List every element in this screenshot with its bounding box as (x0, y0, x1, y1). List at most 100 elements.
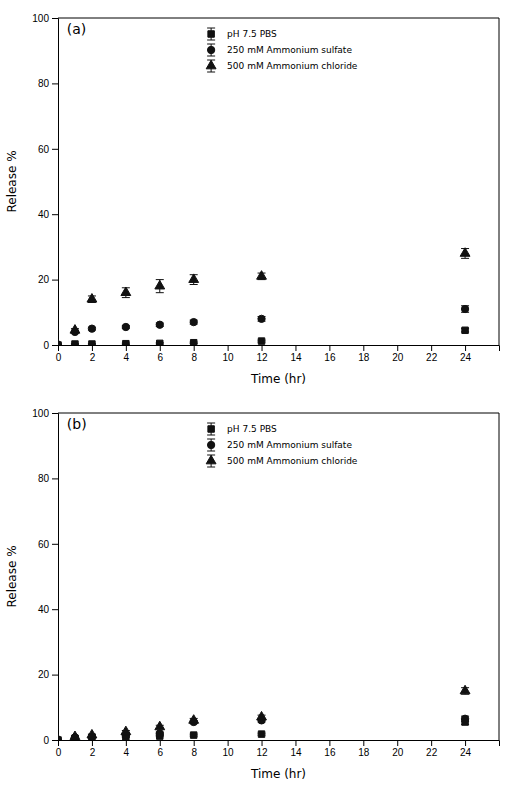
series (58, 305, 469, 345)
legend-label: pH 7.5 PBS (227, 424, 277, 434)
tick: 40 (38, 604, 58, 615)
y-axis: 020406080100 (32, 13, 58, 351)
point (70, 325, 80, 334)
tick: 18 (358, 345, 370, 363)
tick-label: 60 (38, 144, 50, 155)
frame (58, 18, 499, 19)
tick-mark (52, 675, 58, 676)
legend-swatch (208, 426, 214, 432)
figure: 024681012141618202224020406080100Time (h… (0, 0, 517, 790)
tick-mark (52, 609, 58, 610)
tick-mark (295, 345, 296, 351)
tick-label: 2 (90, 352, 96, 363)
y-axis-title: Release % (5, 545, 19, 607)
x-axis-title: Time (hr) (250, 767, 306, 781)
point (190, 732, 196, 738)
tick: 0 (43, 340, 58, 351)
tick-label: 0 (56, 747, 62, 758)
tick: 24 (460, 740, 472, 758)
tick: 10 (223, 345, 235, 363)
error-bar (190, 275, 198, 285)
legend-entry: pH 7.5 PBS (207, 28, 277, 40)
tick-label: 80 (38, 78, 50, 89)
tick-mark (52, 345, 58, 346)
tick-mark (397, 345, 398, 351)
tick-mark (363, 740, 364, 746)
legend-label: 500 mM Ammonium chloride (227, 456, 358, 466)
tick-mark (160, 740, 161, 746)
point (156, 730, 163, 737)
tick: 0 (43, 735, 58, 746)
legend-entry: 250 mM Ammonium sulfate (207, 439, 352, 451)
tick-mark (363, 345, 364, 351)
panel-label: (a) (67, 21, 87, 37)
legend-swatch (207, 441, 214, 448)
tick-label: 20 (392, 747, 404, 758)
legend-swatch (207, 28, 215, 40)
tick-mark (126, 345, 127, 351)
tick: 16 (324, 740, 336, 758)
tick: 20 (38, 669, 58, 680)
series (58, 685, 470, 740)
error-bar (156, 280, 164, 293)
tick: 18 (358, 740, 370, 758)
point (460, 685, 470, 694)
point (121, 726, 131, 735)
tick: 0 (56, 740, 62, 758)
legend-label: 250 mM Ammonium sulfate (227, 45, 352, 55)
point (123, 340, 129, 345)
error-bar (461, 306, 469, 313)
tick-mark (397, 740, 398, 746)
tick: 60 (38, 144, 58, 155)
tick-label: 6 (157, 747, 163, 758)
tick: 6 (157, 345, 163, 363)
point (89, 341, 95, 345)
tick: 80 (38, 78, 58, 89)
tick-mark (228, 345, 229, 351)
legend-label: 250 mM Ammonium sulfate (227, 440, 352, 450)
tick-mark (262, 740, 263, 746)
x-axis: 024681012141618202224 (56, 345, 500, 363)
tick-label: 24 (460, 747, 472, 758)
tick-mark (262, 345, 263, 351)
tick-mark (194, 345, 195, 351)
point (257, 711, 267, 720)
panel: 024681012141618202224020406080100Time (h… (5, 408, 500, 781)
tick-mark (52, 544, 58, 545)
panel: 024681012141618202224020406080100Time (h… (5, 13, 500, 386)
tick-label: 4 (124, 352, 130, 363)
point (72, 341, 78, 345)
tick: 40 (38, 209, 58, 220)
tick: 12 (256, 740, 268, 758)
tick-label: 20 (38, 669, 50, 680)
tick: 100 (32, 408, 58, 419)
tick-mark (194, 740, 195, 746)
tick-label: 0 (43, 340, 49, 351)
tick-label: 14 (290, 352, 302, 363)
tick-label: 24 (460, 352, 472, 363)
point (257, 271, 267, 280)
tick: 2 (90, 740, 96, 758)
tick-mark (329, 740, 330, 746)
tick: 22 (426, 345, 438, 363)
point (460, 248, 470, 257)
tick-label: 22 (426, 747, 438, 758)
legend-entry: 250 mM Ammonium sulfate (207, 44, 352, 56)
legend-entry: 500 mM Ammonium chloride (206, 60, 358, 72)
tick-mark (52, 18, 58, 19)
legend-swatch (208, 31, 214, 37)
tick-mark (52, 83, 58, 84)
legend-swatch (207, 60, 215, 72)
frame (499, 413, 500, 740)
point (258, 338, 264, 344)
tick-label: 8 (191, 352, 197, 363)
point (121, 287, 131, 296)
tick: 8 (191, 740, 197, 758)
point (461, 715, 468, 722)
tick: 16 (324, 345, 336, 363)
tick: 8 (191, 345, 197, 363)
x-axis: 024681012141618202224 (56, 740, 500, 758)
legend-swatch (207, 455, 215, 467)
axis-line (52, 414, 59, 741)
tick-label: 8 (191, 747, 197, 758)
